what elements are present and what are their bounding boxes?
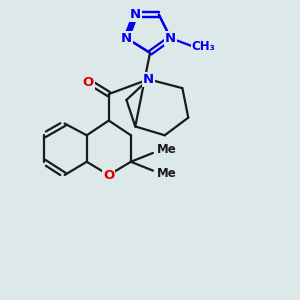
Text: N: N — [165, 32, 176, 45]
Text: Me: Me — [158, 143, 177, 157]
Text: CH₃: CH₃ — [192, 40, 215, 53]
Text: O: O — [103, 169, 114, 182]
Text: N: N — [121, 32, 132, 45]
Text: N: N — [143, 73, 154, 86]
Text: N: N — [130, 8, 141, 21]
Text: O: O — [82, 76, 94, 89]
Text: Me: Me — [158, 167, 177, 180]
